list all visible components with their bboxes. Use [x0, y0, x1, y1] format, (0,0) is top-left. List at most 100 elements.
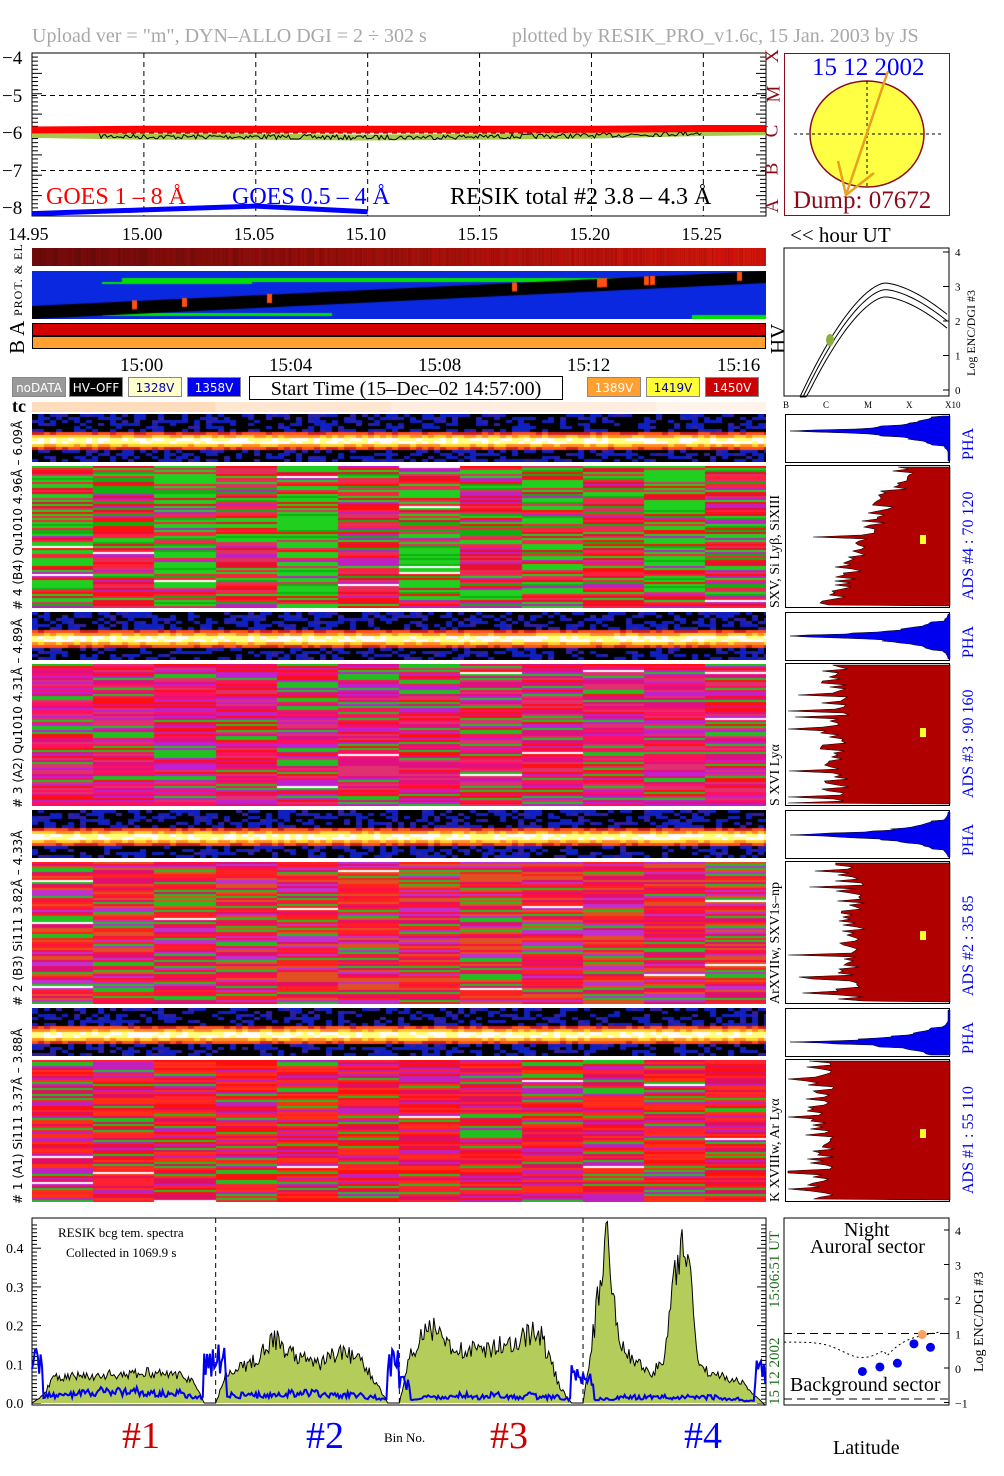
- y-tick-label: −5: [2, 85, 23, 107]
- ads-spectrogram-2: [32, 862, 766, 1004]
- ads-fill: [788, 862, 951, 1003]
- channel-label-2: # 2 (B3) Si111 3.82Å – 4.33Å: [11, 830, 25, 1006]
- latitude-point: [857, 1366, 867, 1376]
- enc-x-tick-label: B: [783, 400, 789, 410]
- tc-label: tc: [12, 396, 26, 416]
- pha-label-4: PHA: [960, 427, 977, 460]
- sun-date: 15 12 2002: [812, 54, 925, 81]
- x-tick-label: 15.15: [457, 224, 499, 244]
- legend-box-1358v: 1358V: [187, 377, 241, 397]
- auroral-sector-label: Auroral sector: [810, 1236, 925, 1258]
- x-tick-label: 15.10: [345, 224, 387, 244]
- latitude-point: [892, 1358, 902, 1368]
- time-tick-label: 15:12: [567, 355, 611, 376]
- enc-y-tick-label: 3: [955, 282, 961, 294]
- line-label-3: S XVI Lyα: [768, 744, 783, 806]
- ads-label-3: ADS #3 : 90 160: [960, 689, 977, 798]
- lat-y-tick-label: 4: [955, 1224, 961, 1238]
- sun-panel: [784, 53, 950, 216]
- y-tick-label: 0.3: [6, 1281, 24, 1296]
- electron-bar: [32, 248, 766, 266]
- time-tick-label: 15:00: [120, 355, 164, 376]
- pha-label-3: PHA: [960, 625, 977, 658]
- y-tick-label: 0.4: [6, 1242, 24, 1257]
- lat-y-tick-label: −1: [955, 1397, 968, 1411]
- plot-credit: plotted by RESIK_PRO_v1.6c, 15 Jan. 2003…: [512, 25, 919, 47]
- y-tick-label: −4: [2, 48, 23, 69]
- ads-fill: [812, 466, 951, 607]
- time-tick-label: 15:16: [717, 355, 761, 376]
- lat-ylabel: Log ENC/DGI #3: [972, 1271, 987, 1372]
- channel-label-1: # 1 (A1) Si111 3.37Å – 3.88Å: [11, 1028, 25, 1205]
- enc-current-point: [826, 334, 834, 346]
- hv-bar-b: [32, 336, 766, 349]
- channel-label-1: #1: [122, 1415, 160, 1457]
- spectrum-fill: [32, 1221, 766, 1406]
- y-tick-label: 0.1: [6, 1358, 24, 1373]
- pha-heatmap-3: [32, 612, 766, 660]
- ads-label-4: ADS #4 : 70 120: [960, 491, 977, 600]
- goes-class-c: C: [761, 124, 783, 138]
- x-unit-label: << hour UT: [790, 223, 891, 247]
- hv-bar-a: [32, 323, 766, 336]
- legend-resik-total: RESIK total #2 3.8 – 4.3 Å: [450, 184, 712, 210]
- resik-noise: [98, 130, 702, 141]
- channel-label-4: #4: [684, 1415, 722, 1457]
- goes-class-x: X: [761, 49, 783, 63]
- enc-x-tick-label: X10: [945, 400, 961, 410]
- latitude-point: [925, 1342, 935, 1352]
- pha-label-2: PHA: [960, 823, 977, 856]
- pha-histogram-2: [785, 810, 951, 859]
- lat-y-tick-label: 1: [955, 1328, 961, 1342]
- line-label-2: ArXVIIw, SXV1s–np: [768, 882, 783, 1004]
- enc-x-tick-label: C: [823, 400, 829, 410]
- legend-goes-short: GOES 0.5 – 4 Å: [232, 184, 391, 210]
- channel-label-3: # 3 (A2) Qu1010 4.31Å – 4.89Å: [11, 618, 25, 808]
- y-tick-label: −6: [2, 123, 23, 144]
- ads-label-1: ADS #1 : 55 110: [960, 1086, 977, 1194]
- y-tick-label: −7: [2, 160, 23, 182]
- legend-box-hvoff: HV–OFF: [69, 377, 123, 397]
- channel-label-4: # 4 (B4) Qu1010 4.96Å – 6.09Å: [11, 420, 25, 610]
- pha-heatmap-2: [32, 810, 766, 858]
- tc-bar: [32, 402, 766, 412]
- start-time: Start Time (15–Dec–02 14:57:00): [249, 376, 563, 400]
- enc-ylabel: Log ENC/DGI #3: [964, 290, 978, 376]
- pha-heatmap-1: [32, 1008, 766, 1056]
- pha-label-1: PHA: [960, 1021, 977, 1054]
- spectrum-line: [31, 1220, 766, 1406]
- channel-label-3: #3: [490, 1415, 528, 1457]
- x-tick-label: 15.00: [121, 224, 163, 244]
- lat-frame: [783, 1217, 950, 1406]
- ads-histogram-2: [785, 861, 951, 1004]
- enc-x-tick-label: M: [864, 400, 872, 410]
- lat-y-tick-label: 3: [955, 1259, 961, 1273]
- x-tick-label: 15.05: [233, 224, 275, 244]
- legend-goes-long: GOES 1 – 8 Å: [46, 184, 187, 210]
- enc-curve: [799, 282, 948, 398]
- legend-box-1450v: 1450V: [705, 377, 759, 397]
- proton-bar: [32, 271, 766, 319]
- legend-box-1328v: 1328V: [128, 377, 182, 397]
- legend-box-1389v: 1389V: [587, 377, 641, 397]
- channel-label-2: #2: [306, 1415, 344, 1457]
- model-curve: [784, 1331, 939, 1359]
- pha-fill: [789, 1009, 951, 1056]
- ads-window-marker: [920, 1129, 926, 1138]
- lat-y-tick-label: 0: [955, 1362, 961, 1376]
- legend-box-1419v: 1419V: [646, 377, 700, 397]
- ads-window-marker: [920, 535, 926, 544]
- x-tick-label: 14.95: [8, 224, 49, 244]
- ads-spectrogram-3: [32, 664, 766, 806]
- y-tick-label: 0.0: [6, 1397, 24, 1412]
- ads-fill: [787, 1060, 951, 1201]
- latitude-point: [909, 1339, 919, 1349]
- x-tick-label: 15.20: [569, 224, 610, 244]
- spectrum-title: RESIK bcg tem. spectra: [58, 1225, 184, 1240]
- pha-fill: [789, 415, 951, 462]
- pha-heatmap-4: [32, 414, 766, 462]
- pha-fill: [789, 613, 951, 660]
- ads-window-marker: [920, 931, 926, 940]
- enc-dgi-panel: 0 1 2 3 4 B C M X X10 Log ENC/DGI #3: [783, 247, 978, 410]
